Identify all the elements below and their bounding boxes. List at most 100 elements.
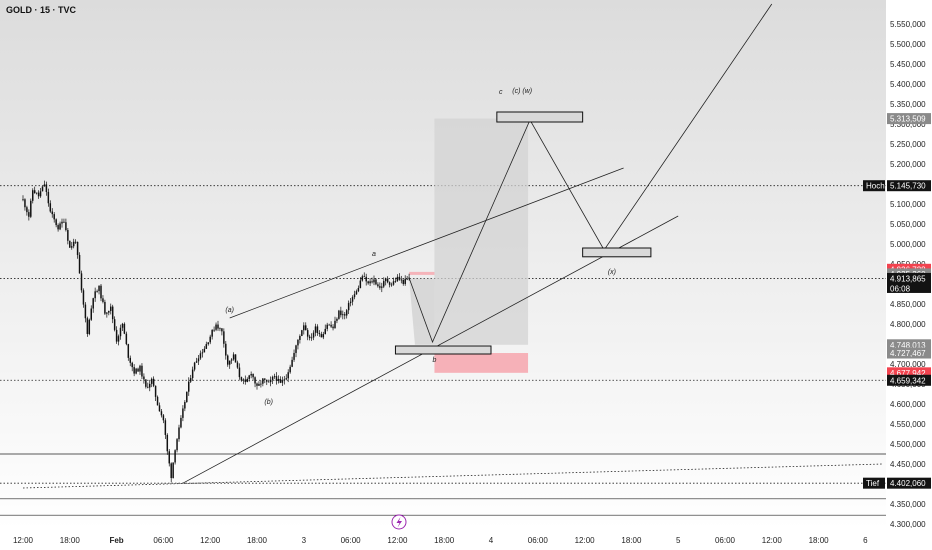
candle — [28, 209, 30, 221]
candle — [154, 385, 157, 401]
candle — [406, 276, 408, 281]
candle-body — [84, 304, 87, 319]
wave-label: b — [432, 357, 436, 364]
candle-body — [242, 379, 245, 381]
candle-body — [384, 278, 387, 282]
y-tick-label: 4.500,000 — [890, 440, 926, 449]
candle — [398, 273, 401, 281]
candle — [328, 323, 330, 326]
candle-body — [379, 286, 381, 288]
candle — [24, 198, 26, 211]
candle-body — [266, 379, 268, 382]
candle-body — [320, 334, 323, 338]
candle-body — [258, 383, 260, 386]
candle-body — [168, 451, 170, 464]
candle — [326, 322, 328, 332]
candle — [178, 424, 180, 442]
candle-body — [260, 383, 262, 385]
candle-body — [170, 463, 172, 479]
candle — [106, 311, 108, 318]
y-tick-label: 4.850,000 — [890, 300, 926, 309]
candle-body — [82, 290, 85, 305]
price-tag-value: 4.913,865 — [890, 274, 926, 283]
stop-box[interactable] — [434, 353, 529, 373]
channel-upper-line[interactable] — [229, 167, 624, 319]
candle — [375, 278, 377, 286]
candle-body — [201, 352, 204, 354]
candle — [291, 356, 293, 368]
x-tick-label: 06:00 — [153, 536, 174, 545]
candle-body — [92, 298, 94, 309]
candle — [273, 373, 276, 379]
candle-body — [61, 221, 63, 224]
candle-body — [383, 281, 385, 287]
price-tag-title-text: Tief — [866, 479, 880, 488]
candle-body — [232, 354, 235, 360]
x-tick-label: 12:00 — [762, 536, 783, 545]
candle — [394, 277, 397, 283]
y-tick-label: 4.450,000 — [890, 460, 926, 469]
x-tick-label: 18:00 — [809, 536, 830, 545]
candle — [289, 364, 291, 374]
candle-body — [217, 324, 219, 329]
y-tick-label: 5.550,000 — [890, 20, 926, 29]
candle-body — [39, 191, 42, 197]
candle-body — [322, 334, 325, 338]
candle — [135, 367, 137, 375]
candle-body — [207, 342, 209, 345]
candle — [240, 376, 243, 382]
candle — [266, 379, 268, 386]
candle-body — [306, 330, 309, 337]
candle-body — [402, 279, 404, 284]
candle — [59, 221, 61, 231]
candle — [72, 238, 75, 249]
candle — [37, 190, 40, 199]
y-tick-label: 5.050,000 — [890, 220, 926, 229]
candle-body — [287, 372, 289, 379]
candle — [115, 326, 118, 344]
x-tick-label: 6 — [863, 536, 868, 545]
candle-body — [355, 291, 358, 295]
candle — [49, 200, 52, 213]
candle-body — [137, 368, 139, 372]
y-tick-label: 5.250,000 — [890, 140, 926, 149]
candle-body — [104, 301, 106, 314]
candle-body — [293, 352, 295, 360]
price-tag-value: 5.145,730 — [890, 182, 926, 191]
candle-body — [174, 450, 176, 463]
candle-body — [176, 439, 178, 451]
candle — [147, 382, 149, 389]
x-tick-label: 18:00 — [621, 536, 642, 545]
candle-body — [191, 369, 194, 379]
lightning-icon[interactable] — [391, 514, 407, 530]
candle — [176, 437, 178, 453]
chart-title: GOLD · 15 · TVC — [6, 5, 77, 15]
candle-body — [213, 329, 215, 331]
wave-label: (b) — [264, 399, 273, 406]
entry-box[interactable] — [409, 271, 435, 275]
candle — [377, 282, 379, 288]
y-tick-label: 4.600,000 — [890, 400, 926, 409]
zone-box[interactable] — [496, 111, 584, 123]
candle-body — [392, 281, 395, 285]
candle-body — [32, 190, 34, 201]
y-tick-label: 5.300,000 — [890, 120, 926, 129]
candle-body — [363, 276, 365, 278]
candle — [166, 433, 169, 455]
candle — [125, 331, 128, 346]
candle — [209, 334, 211, 345]
time-axis-background — [0, 530, 886, 550]
candle-body — [100, 285, 102, 299]
candle — [250, 371, 252, 379]
y-tick-label: 5.500,000 — [890, 40, 926, 49]
zone-box[interactable] — [394, 345, 492, 355]
candle — [61, 218, 63, 228]
candle — [344, 312, 346, 320]
zone-box[interactable] — [582, 247, 652, 258]
candle-body — [51, 211, 53, 215]
candle — [363, 272, 365, 278]
candle-body — [117, 336, 120, 342]
candle — [123, 322, 126, 335]
x-tick-label: 4 — [489, 536, 494, 545]
